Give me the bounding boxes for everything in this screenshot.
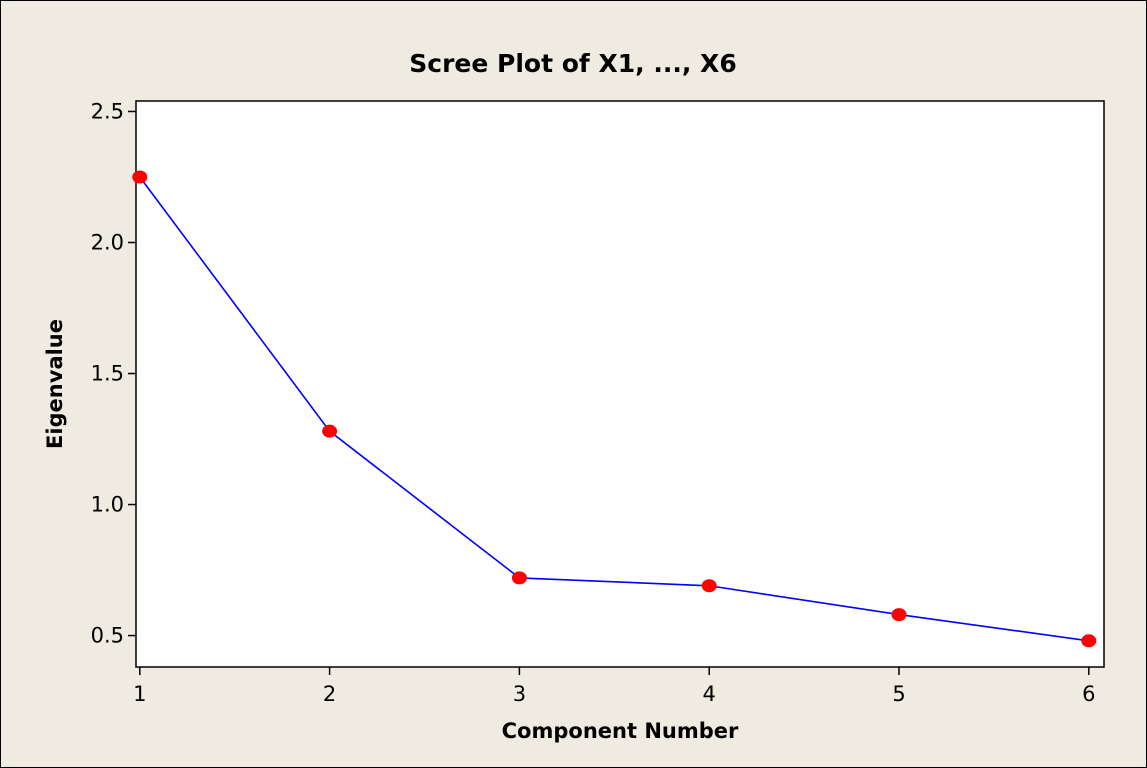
data-point-2 [322,425,337,438]
y-tick-label: 2.0 [91,231,124,255]
x-tick-label: 3 [513,682,526,706]
chart-title: Scree Plot of X1, ..., X6 [409,49,736,78]
y-tick-label: 1.5 [91,362,124,386]
y-tick-label: 2.5 [91,99,124,123]
data-point-5 [892,608,907,621]
data-point-1 [132,170,147,183]
x-tick-label: 2 [323,682,336,706]
y-axis-label: Eigenvalue [43,319,67,449]
x-tick-label: 4 [703,682,716,706]
data-point-3 [512,571,527,584]
x-tick-label: 1 [133,682,146,706]
x-tick-label: 6 [1082,682,1095,706]
y-tick-label: 0.5 [91,624,124,648]
data-point-6 [1081,634,1096,647]
x-tick-label: 5 [892,682,905,706]
y-tick-label: 1.0 [91,493,124,517]
x-axis-label: Component Number [502,719,739,743]
data-point-4 [702,579,717,592]
